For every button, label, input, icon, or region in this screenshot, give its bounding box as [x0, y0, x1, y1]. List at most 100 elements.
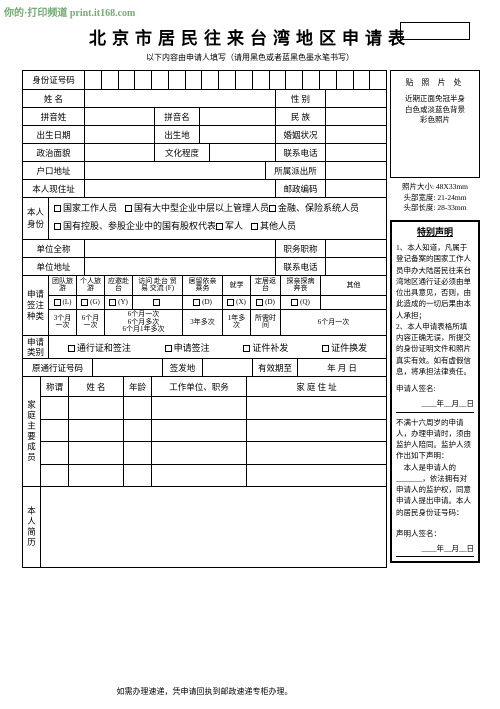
- checkbox[interactable]: [165, 345, 172, 352]
- photo-desc: 近期正面免冠半身 白色或淡蓝色背景 彩色照片: [395, 94, 475, 126]
- bottom-note: 如需办理速递，凭申请回执到邮政速递专柜办理。: [22, 686, 387, 697]
- label-unit-name: 单位全称: [23, 240, 85, 257]
- row-name: 姓 名 性 别: [23, 90, 386, 108]
- checkbox[interactable]: [322, 345, 329, 352]
- decl-title: 特别声明: [396, 226, 474, 240]
- label-resume: 本人简历: [23, 487, 41, 567]
- photo-box: 贴 照 片 处 近期正面免冠半身 白色或淡蓝色背景 彩色照片: [390, 70, 480, 178]
- row-birth: 出生日期 出生地 婚姻状况: [23, 126, 386, 144]
- field-addr[interactable]: [85, 180, 276, 197]
- row-pinyin: 拼音姓 拼音名 民 族: [23, 108, 386, 126]
- checkbox[interactable]: [125, 205, 132, 212]
- field-birth[interactable]: [85, 126, 155, 143]
- row-family: 家庭主要成员 称谓 姓 名 年龄 工作单位、职务 家 庭 住 址: [23, 377, 386, 487]
- checkbox[interactable]: [269, 205, 276, 212]
- row-identity: 本人身份 国家工作人员 国有大中型企业中层以上管理人员 金融、保险系统人员 国有…: [23, 198, 386, 240]
- field-unit-name[interactable]: [85, 240, 276, 257]
- type-options: 通行证和签注 申请签注 证件补发 证件换发: [49, 336, 386, 358]
- label-type: 申请类别: [23, 336, 49, 358]
- id-cells: [85, 71, 386, 89]
- main-container: 身份证号码 姓 名 性 别 拼音姓 拼音名 民 族 出生日期 出生地 婚姻状况: [22, 70, 480, 568]
- label-birth: 出生日期: [23, 126, 85, 143]
- label-pinyin-name: 拼音名: [155, 108, 200, 125]
- watermark-text: 你的·打印频道 print.it168.com: [4, 4, 135, 19]
- row-unit: 单位全称 职务职称: [23, 240, 386, 258]
- field-expiry[interactable]: 年 月 日: [298, 359, 386, 376]
- row-resume: 本人简历: [23, 487, 386, 567]
- label-name: 姓 名: [23, 90, 85, 107]
- checkbox[interactable]: [251, 223, 258, 230]
- field-education[interactable]: [210, 144, 276, 161]
- label-current-addr: 本人现住址: [23, 180, 85, 197]
- apply-grid: 团队旅游 个人旅游 应邀赴台 访问 赴台 贸易 交流 (F) 居留依亲 乘务 就…: [49, 276, 386, 335]
- row-addr: 本人现住址 邮政编码: [23, 180, 386, 198]
- label-identity: 本人身份: [23, 198, 49, 239]
- photo-title: 贴 照 片 处: [395, 77, 475, 88]
- label-hukou: 户口地址: [23, 162, 85, 179]
- row-apply: 申请签注种类 团队旅游 个人旅游 应邀赴台 访问 赴台 贸易 交流 (F) 居留…: [23, 276, 386, 336]
- label-apply: 申请签注种类: [23, 276, 49, 335]
- photo-specs: 照片大小: 48X33mm 头部宽度: 21-24mm 头部长度: 28-33m…: [390, 182, 480, 214]
- label-id: 身份证号码: [23, 71, 85, 89]
- field-political[interactable]: [85, 144, 155, 161]
- label-family: 家庭主要成员: [23, 377, 41, 486]
- label-position: 职务职称: [276, 240, 326, 257]
- field-pinyin-surname[interactable]: [85, 108, 155, 125]
- label-birthplace: 出生地: [155, 126, 200, 143]
- row-unit-addr: 单位地址 联系电话: [23, 258, 386, 276]
- label-old-pass: 原通行证号码: [23, 359, 93, 376]
- label-education: 文化程度: [155, 144, 210, 161]
- label-unit-addr: 单位地址: [23, 258, 85, 275]
- field-postal[interactable]: [326, 180, 386, 197]
- label-phone: 联系电话: [276, 144, 326, 161]
- field-unit-addr[interactable]: [85, 258, 276, 275]
- field-origin[interactable]: [326, 162, 386, 179]
- decl-text-2: 2、本人申请表格所填内容正确无误，所提交的身份证明文件和照片真实有效。如有虚假信…: [396, 321, 474, 377]
- family-table: 称谓 姓 名 年龄 工作单位、职务 家 庭 住 址: [41, 377, 386, 486]
- label-sign-place: 签发地: [163, 359, 203, 376]
- field-ethnicity[interactable]: [326, 108, 386, 125]
- side-panel: 贴 照 片 处 近期正面免冠半身 白色或淡蓝色背景 彩色照片 照片大小: 48X…: [390, 70, 480, 568]
- label-ethnicity: 民 族: [276, 108, 326, 125]
- field-unit-phone[interactable]: [326, 258, 386, 275]
- form-subtitle: 以下内容由申请人填写（请用黑色或者蓝黑色墨水笔书写）: [0, 52, 500, 63]
- checkbox[interactable]: [68, 345, 75, 352]
- label-marriage: 婚姻状况: [276, 126, 326, 143]
- label-pinyin-surname: 拼音姓: [23, 108, 85, 125]
- field-resume[interactable]: [41, 487, 386, 567]
- date-1: ____年__月__日: [396, 398, 474, 412]
- field-name[interactable]: [85, 90, 276, 107]
- label-unit-phone: 联系电话: [276, 258, 326, 275]
- label-expiry: 有效期至: [253, 359, 298, 376]
- checkbox[interactable]: [216, 223, 223, 230]
- field-position[interactable]: [326, 240, 386, 257]
- field-birthplace[interactable]: [200, 126, 276, 143]
- label-postal: 邮政编码: [276, 180, 326, 197]
- date-2: ____年__月__日: [396, 543, 474, 557]
- row-hukou: 户口地址 所属派出所: [23, 162, 386, 180]
- checkbox[interactable]: [54, 205, 61, 212]
- row-old-pass: 原通行证号码 签发地 有效期至 年 月 日: [23, 359, 386, 377]
- identity-options: 国家工作人员 国有大中型企业中层以上管理人员 金融、保险系统人员 国有控股、参股…: [49, 198, 386, 239]
- label-gender: 性 别: [276, 90, 326, 107]
- guardian-sig: 声明人签名：: [396, 528, 474, 539]
- row-type: 申请类别 通行证和签注 申请签注 证件补发 证件换发: [23, 336, 386, 359]
- declaration-box: 特别声明 1、本人知道，凡属于登记备案的国家工作人员申办大陆居民往来台湾地区通行…: [390, 220, 480, 564]
- checkbox[interactable]: [243, 345, 250, 352]
- field-gender[interactable]: [326, 90, 386, 107]
- field-pinyin-name[interactable]: [200, 108, 276, 125]
- applicant-sig: 申请人签名:: [396, 383, 474, 394]
- field-phone[interactable]: [326, 144, 386, 161]
- field-hukou[interactable]: [85, 162, 266, 179]
- checkbox[interactable]: [54, 223, 61, 230]
- field-sign-place[interactable]: [203, 359, 253, 376]
- row-political: 政治面貌 文化程度 联系电话: [23, 144, 386, 162]
- field-marriage[interactable]: [326, 126, 386, 143]
- guardian-text: 不满十六周岁的申请人，办理申请时，须由监护人陪同。监护人须作出如下声明： 本人是…: [396, 417, 474, 518]
- row-id: 身份证号码: [23, 71, 386, 90]
- decl-text-1: 1、本人知道，凡属于登记备案的国家工作人员申办大陆居民往来台湾地区通行证必须由单…: [396, 242, 474, 321]
- label-political: 政治面貌: [23, 144, 85, 161]
- field-old-pass[interactable]: [93, 359, 163, 376]
- top-right-box: [400, 22, 470, 40]
- form-table: 身份证号码 姓 名 性 别 拼音姓 拼音名 民 族 出生日期 出生地 婚姻状况: [22, 70, 387, 568]
